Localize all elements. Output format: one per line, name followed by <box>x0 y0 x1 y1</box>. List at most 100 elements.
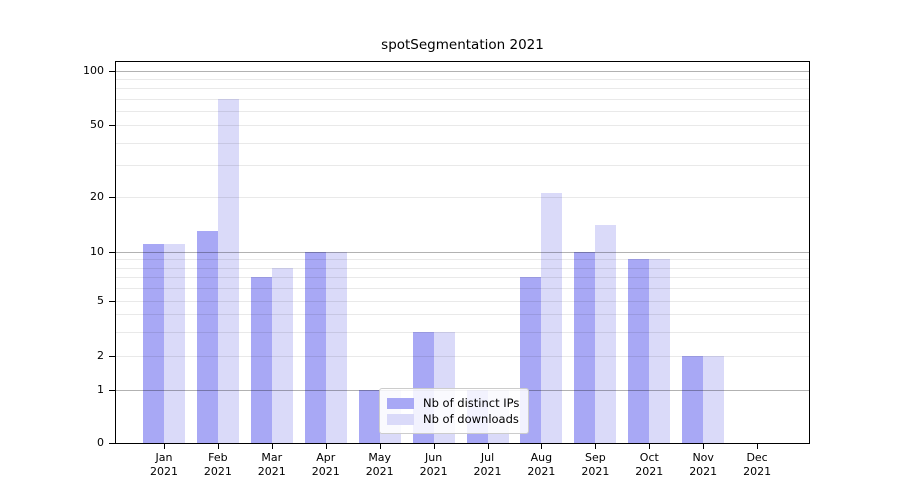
x-tick-label: Aug 2021 <box>515 451 567 479</box>
legend: Nb of distinct IPs Nb of downloads <box>379 388 530 434</box>
bar-nov-distinct-ips <box>682 356 704 443</box>
x-tick-label: Oct 2021 <box>623 451 675 479</box>
x-tick-mark <box>271 444 273 449</box>
y-tick-mark <box>109 70 115 72</box>
y-tick-label: 50 <box>90 118 104 131</box>
bar-feb-downloads <box>217 98 239 443</box>
x-tick-label-line: Nov <box>692 451 714 464</box>
gridline-minor <box>116 88 809 90</box>
x-tick-label-line: 2021 <box>635 465 664 478</box>
x-tick-label: Sep 2021 <box>569 451 621 479</box>
y-tick-mark <box>109 390 115 391</box>
x-tick-label: Nov 2021 <box>677 451 729 479</box>
bar-aug-downloads <box>541 192 563 443</box>
legend-item-distinct-ips: Nb of distinct IPs <box>387 396 519 410</box>
gridline-minor <box>116 331 809 333</box>
x-tick-label: Mar 2021 <box>246 451 298 479</box>
x-tick-label-line: 2021 <box>257 465 286 478</box>
y-tick-label: 100 <box>83 63 104 77</box>
x-tick-label-line: Jun <box>425 451 443 464</box>
x-tick-label: Jan 2021 <box>138 451 190 479</box>
x-tick-label-line: 2021 <box>365 465 394 478</box>
x-tick-label-line: 2021 <box>743 465 772 478</box>
x-tick-label-line: 2021 <box>473 465 502 478</box>
gridline-minor <box>116 259 809 261</box>
x-tick-label-line: Aug <box>530 451 553 464</box>
x-tick-mark <box>541 444 543 449</box>
y-tick-mark <box>109 196 115 198</box>
gridline-minor <box>116 142 809 144</box>
gridline-minor <box>116 276 809 278</box>
gridline-minor <box>116 287 809 289</box>
legend-item-downloads: Nb of downloads <box>387 412 519 426</box>
x-tick-label: Apr 2021 <box>300 451 352 479</box>
x-tick-label-line: Jul <box>480 451 495 464</box>
x-tick-mark <box>433 444 435 449</box>
gridline-minor <box>116 110 809 112</box>
x-tick-mark <box>703 444 705 449</box>
legend-label-downloads: Nb of downloads <box>423 412 519 426</box>
bar-oct-downloads <box>649 259 671 443</box>
bar-mar-downloads <box>271 267 293 443</box>
gridline-minor <box>116 79 809 80</box>
x-tick-label-line: 2021 <box>311 465 340 478</box>
y-tick-label: 1 <box>97 383 104 396</box>
x-tick-label-line: Mar <box>261 451 283 464</box>
y-tick-label: 10 <box>90 244 104 258</box>
y-tick-label: 0 <box>97 436 104 449</box>
x-tick-mark <box>757 444 759 449</box>
chart-title: spotSegmentation 2021 <box>381 37 544 53</box>
x-tick-label: Feb 2021 <box>192 451 244 479</box>
x-tick-mark <box>217 444 219 449</box>
y-tick-mark <box>109 443 115 444</box>
gridline-major <box>116 70 809 72</box>
gridline-minor <box>116 314 809 316</box>
x-tick-label: Jun 2021 <box>408 451 460 479</box>
bar-oct-distinct-ips <box>628 259 650 443</box>
bar-jan-distinct-ips <box>143 244 164 443</box>
x-tick-label-line: 2021 <box>527 465 556 478</box>
y-tick-label: 5 <box>97 293 104 307</box>
x-tick-label-line: 2021 <box>689 465 718 478</box>
x-tick-label: Dec 2021 <box>731 451 783 479</box>
x-tick-label-line: Dec <box>746 451 768 464</box>
gridline-major <box>116 251 809 253</box>
gridline-minor <box>116 165 809 166</box>
x-tick-mark <box>325 444 327 449</box>
y-tick-label: 2 <box>97 349 104 362</box>
legend-swatch-distinct-ips <box>387 397 414 409</box>
bar-may-distinct-ips <box>358 390 380 443</box>
gridline-minor <box>116 98 809 100</box>
bar-apr-distinct-ips <box>304 251 326 443</box>
legend-swatch-downloads <box>387 413 414 425</box>
bar-nov-downloads <box>703 356 725 443</box>
bar-mar-distinct-ips <box>250 276 272 443</box>
x-tick-label-line: 2021 <box>419 465 448 478</box>
plot-area: Nb of distinct IPs Nb of downloads <box>115 61 810 444</box>
x-tick-label: May 2021 <box>354 451 406 479</box>
gridline-minor <box>116 125 809 126</box>
y-tick-mark <box>109 356 115 357</box>
x-tick-mark <box>649 444 651 449</box>
bar-apr-downloads <box>325 251 347 443</box>
y-tick-label: 20 <box>90 189 104 203</box>
x-tick-mark <box>487 444 489 449</box>
gridline-minor <box>116 356 809 357</box>
x-tick-label: Jul 2021 <box>462 451 514 479</box>
x-tick-label-line: Oct <box>639 451 659 464</box>
bar-jan-downloads <box>164 244 185 443</box>
x-tick-label-line: Jan <box>155 451 173 464</box>
x-tick-label-line: 2021 <box>581 465 610 478</box>
y-tick-mark <box>109 125 115 126</box>
gridline-minor <box>116 196 809 198</box>
x-tick-label-line: Sep <box>585 451 606 464</box>
x-tick-mark <box>595 444 597 449</box>
bar-feb-distinct-ips <box>196 230 218 443</box>
x-tick-label-line: 2021 <box>150 465 178 478</box>
y-tick-mark <box>109 300 115 302</box>
x-tick-label-line: Feb <box>208 451 228 464</box>
bar-sep-downloads <box>595 225 617 443</box>
x-tick-label-line: 2021 <box>203 465 232 478</box>
gridline-minor <box>116 267 809 269</box>
